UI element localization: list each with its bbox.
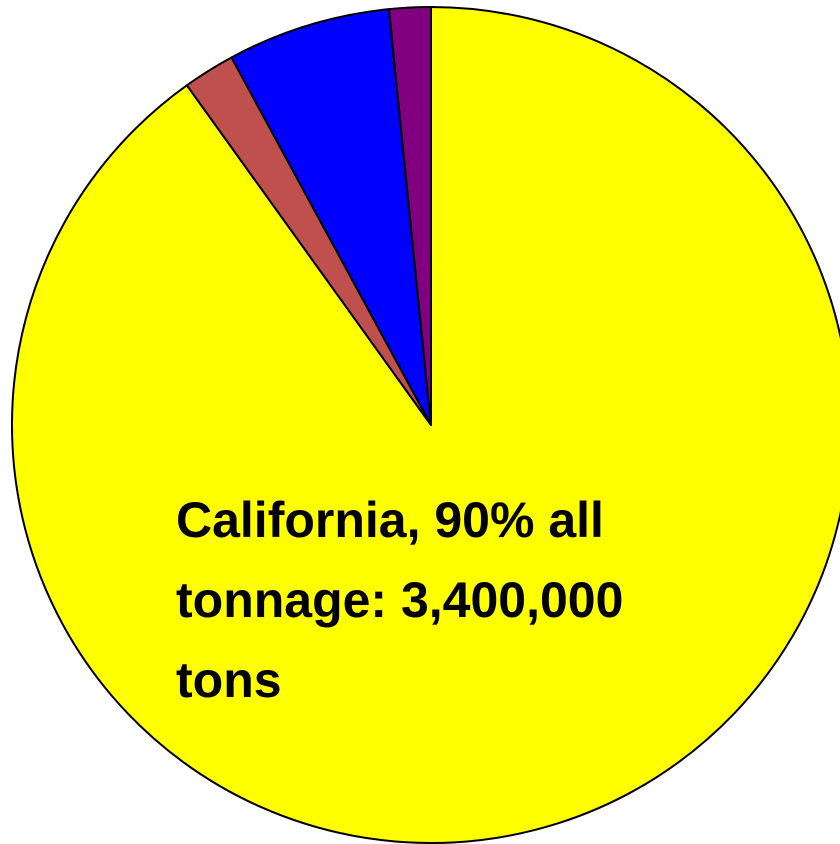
pie-slices [11,6,840,844]
pie-label-line-3: tons [176,652,282,708]
pie-slice-4 [387,6,432,426]
pie-slice-1-label: California, 90% all tonnage: 3,400,000 ton… [176,492,623,708]
pie-labels: California, 90% all tonnage: 3,400,000 ton… [176,492,623,708]
pie-slice-3 [230,8,432,426]
pie-label-line-1: California, 90% all [176,492,604,548]
pie-slice-1 [11,6,840,844]
pie-label-line-2: tonnage: 3,400,000 [176,572,623,628]
